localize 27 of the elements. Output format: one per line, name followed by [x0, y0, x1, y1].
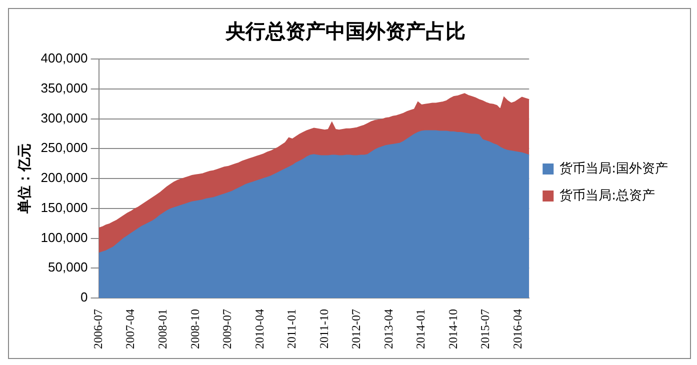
- x-tick-label: 2008-10: [188, 309, 202, 350]
- y-tick-label: 400,000: [40, 50, 88, 66]
- y-tick-label: 150,000: [40, 200, 88, 215]
- x-tick-label: 2015-07: [478, 309, 492, 350]
- x-tick-label: 2010-04: [252, 309, 266, 350]
- legend-label: 货币当局:总资产: [560, 188, 656, 204]
- x-tick-label: 2009-07: [220, 309, 234, 350]
- x-tick-label: 2016-04: [510, 309, 525, 350]
- y-tick-label: 200,000: [40, 170, 88, 186]
- x-tick-label: 2012-07: [349, 309, 364, 350]
- legend-label: 货币当局:国外资产: [560, 161, 668, 176]
- y-tick-label: 250,000: [40, 140, 88, 156]
- x-tick-label: 2014-10: [446, 309, 460, 350]
- y-tick-label: 100,000: [40, 230, 88, 245]
- x-tick-label: 2007-04: [123, 309, 138, 350]
- x-tick-label: 2006-07: [90, 309, 105, 350]
- y-axis-title: 单位：亿元: [17, 144, 34, 214]
- x-tick-label: 2011-10: [316, 309, 331, 349]
- y-tick-label: 0: [80, 290, 88, 305]
- x-tick-label: 2013-04: [381, 309, 396, 350]
- y-tick-label: 300,000: [40, 110, 88, 126]
- x-tick-label: 2011-01: [284, 309, 299, 349]
- y-tick-label: 350,000: [40, 80, 88, 96]
- x-tick-label: 2014-01: [414, 309, 428, 350]
- y-tick-label: 50,000: [48, 260, 88, 275]
- chart-title: 央行总资产中国外资产占比: [224, 19, 466, 44]
- x-tick-label: 2008-01: [155, 309, 170, 350]
